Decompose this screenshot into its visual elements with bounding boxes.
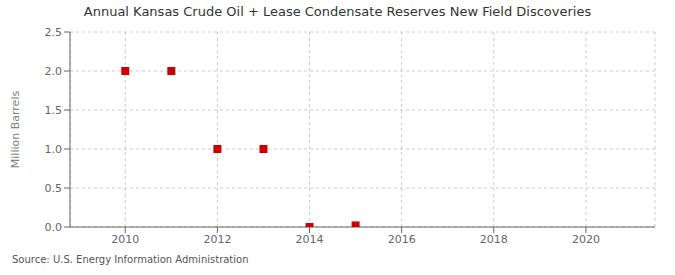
html-text:Annual Kansas Crude Oil + Leas: Annual Kansas Crude Oil + Lease Condensa… — [83, 4, 592, 19]
svg-text:0.5: 0.5 — [45, 182, 63, 195]
svg-text:2010: 2010 — [111, 233, 139, 246]
html-text:Source: U.S. Energy Informatio: Source: U.S. Energy Information Administ… — [12, 254, 249, 265]
svg-text:Million Barrels: Million Barrels — [9, 91, 22, 169]
svg-text:2020: 2020 — [572, 233, 600, 246]
svg-text:0.0: 0.0 — [45, 221, 63, 234]
svg-text:2014: 2014 — [296, 233, 324, 246]
svg-text:1.0: 1.0 — [45, 143, 63, 156]
svg-text:2012: 2012 — [203, 233, 231, 246]
svg-text:2.0: 2.0 — [45, 65, 63, 78]
svg-text:1.5: 1.5 — [45, 104, 63, 117]
svg-text:2016: 2016 — [388, 233, 416, 246]
svg-text:2018: 2018 — [480, 233, 508, 246]
svg-text:2.5: 2.5 — [45, 26, 63, 39]
